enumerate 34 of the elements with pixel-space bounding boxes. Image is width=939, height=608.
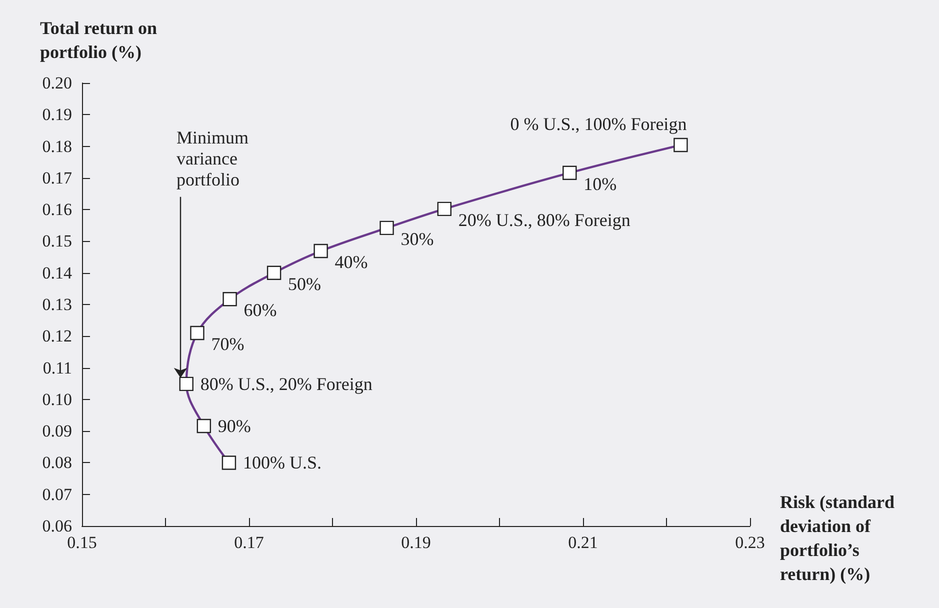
y-tick-label: 0.13 [42,295,72,314]
y-tick-label: 0.16 [42,200,72,220]
annotation: 100% U.S. [242,452,322,473]
annotation: 60% [244,300,277,320]
annotation: 80% U.S., 20% Foreign [200,374,372,394]
y-tick-label: 0.17 [42,168,72,188]
x-tick-label: 0.15 [67,533,97,552]
annotation: 30% [400,228,434,249]
annotation: 50% [288,274,322,294]
x-tick-label: 0.17 [234,533,264,552]
y-tick-label: 0.10 [42,390,72,409]
annotation: 40% [334,252,368,272]
y-tick-label: 0.18 [42,136,72,156]
x-tick-label: 0.23 [735,533,765,552]
x-axis-title: Risk (standard deviation of portfolio’s return) (%) [780,492,900,584]
y-tick-label: 0.08 [42,453,72,472]
annotation: 90% [218,416,251,436]
y-tick-label: 0.12 [42,326,72,346]
annotation: 10% [584,174,617,194]
y-tick-label: 0.07 [42,484,72,504]
y-tick-label: 0.15 [42,232,72,251]
annotation: 20% U.S., 80% Foreign [458,210,630,230]
y-axis-title: Total return on portfolio (%) [40,18,162,62]
y-tick-label: 0.14 [42,263,72,282]
annotation: Minimum variance portfolio [176,127,254,190]
annotation: 70% [211,334,244,354]
y-tick-label: 0.11 [42,358,72,378]
annotation: 0 % U.S., 100% Foreign [510,114,687,134]
y-tick-label: 0.20 [42,74,72,92]
y-tick-label: 0.19 [42,105,72,124]
y-tick-label: 0.06 [42,516,72,536]
y-tick-label: 0.09 [42,422,72,441]
x-tick-label: 0.19 [401,533,431,552]
x-tick-label: 0.21 [568,533,598,552]
